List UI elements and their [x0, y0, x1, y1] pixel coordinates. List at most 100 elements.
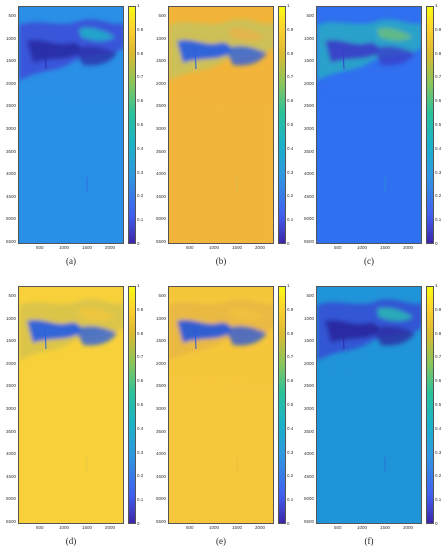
- colorbar-tick-label: 0.7: [435, 354, 442, 360]
- colorbar-tick-label: 0.6: [137, 98, 144, 104]
- y-tick-label: 1000: [155, 35, 166, 41]
- y-tick-label: 3000: [303, 406, 314, 411]
- colorbar-tick-label: 0.5: [435, 122, 442, 127]
- x-tick-label: 1000: [59, 245, 70, 250]
- panel-caption: (c): [364, 256, 374, 266]
- colorbar-tick-label: 0.1: [137, 497, 144, 503]
- y-tick-label: 5000: [303, 496, 314, 502]
- y-tick-label: 3000: [5, 406, 16, 411]
- colorbar-tick-label: 0.2: [137, 193, 144, 199]
- y-tick-label: 5000: [5, 496, 16, 502]
- x-tick-label: 1500: [380, 525, 391, 530]
- x-tick-label: 2000: [403, 525, 414, 530]
- panel-caption: (b): [215, 256, 227, 266]
- y-tick-label: 500: [306, 293, 314, 298]
- x-tick-label: 1500: [82, 525, 93, 530]
- x-tick-label: 500: [36, 245, 44, 250]
- y-tick-label: 1500: [155, 338, 166, 344]
- y-tick-label: 500: [158, 13, 166, 18]
- x-tick-label: 2000: [105, 525, 116, 530]
- colorbar-tick-label: 0: [137, 521, 140, 526]
- panel-e: 500 1000 1500 2000 2500 3000 3500 4000 4500 5000 5…: [150, 280, 296, 552]
- colorbar-tick-label: 0.7: [137, 74, 144, 80]
- colorbar-tick-label: 0: [435, 521, 438, 526]
- y-tick-label: 5500: [303, 239, 314, 244]
- y-tick-label: 1500: [5, 338, 16, 344]
- x-tick-label: 1000: [59, 525, 70, 530]
- colorbar-tick-label: 0.5: [137, 122, 144, 127]
- y-tick-label: 1500: [5, 58, 16, 64]
- colorbar: [426, 6, 434, 244]
- colorbar-tick-label: 0.6: [287, 98, 294, 104]
- colorbar-tick-label: 0.3: [137, 449, 144, 455]
- colorbar-tick-label: 0.9: [137, 26, 144, 32]
- x-tick-label: 1500: [232, 245, 243, 250]
- colorbar-tick-label: 0.6: [435, 98, 442, 104]
- colorbar-tick-label: 1: [435, 3, 438, 8]
- y-tick-label: 5000: [155, 496, 166, 502]
- y-tick-label: 1000: [303, 315, 314, 321]
- x-tick-label: 1000: [357, 245, 368, 250]
- y-tick-label: 3500: [5, 428, 16, 434]
- colorbar-tick-label: 0.3: [137, 169, 144, 175]
- image-plot: [316, 286, 422, 524]
- x-tick-label: 500: [334, 525, 342, 530]
- y-tick-label: 2500: [5, 383, 16, 389]
- image-plot: [18, 286, 124, 524]
- y-tick-label: 1500: [303, 58, 314, 64]
- colorbar-tick-label: 0.6: [137, 378, 144, 384]
- y-tick-label: 2500: [303, 103, 314, 109]
- y-tick-label: 1000: [5, 315, 16, 321]
- y-tick-label: 4000: [5, 451, 16, 457]
- colorbar-tick-label: 1: [435, 283, 438, 288]
- y-tick-label: 1000: [5, 35, 16, 41]
- colorbar-tick-label: 0.8: [137, 330, 144, 336]
- panel-a: 500 1000 1500 2000 2500 3000 3500 4000 4500 5000 5…: [0, 0, 146, 272]
- y-tick-label: 500: [8, 293, 16, 298]
- x-tick-label: 1500: [232, 525, 243, 530]
- y-tick-label: 5000: [155, 216, 166, 222]
- colorbar-tick-label: 0.3: [435, 169, 442, 175]
- colorbar-tick-label: 0.8: [287, 50, 294, 56]
- colorbar-tick-label: 1: [137, 3, 140, 8]
- colorbar-tick-label: 0.7: [287, 354, 294, 360]
- x-tick-label: 2000: [255, 245, 266, 250]
- colorbar-tick-label: 0.9: [287, 26, 294, 32]
- colorbar-tick-label: 0.5: [287, 122, 294, 127]
- panel-caption: (e): [216, 536, 226, 546]
- y-tick-label: 3000: [303, 126, 314, 131]
- y-tick-label: 5500: [155, 519, 166, 524]
- panel-caption: (d): [65, 536, 77, 546]
- colorbar-tick-label: 1: [287, 283, 290, 288]
- colorbar-tick-label: 0.7: [435, 74, 442, 80]
- y-tick-label: 4000: [155, 451, 166, 457]
- colorbar-tick-label: 0.3: [435, 449, 442, 455]
- colorbar-tick-label: 0.1: [435, 497, 442, 503]
- panel-caption: (a): [66, 256, 76, 266]
- colorbar-tick-label: 0.5: [287, 402, 294, 407]
- colorbar-tick-label: 0.4: [435, 425, 442, 431]
- x-tick-label: 2000: [105, 245, 116, 250]
- y-tick-label: 5500: [155, 239, 166, 244]
- y-tick-label: 1500: [155, 58, 166, 64]
- colorbar-tick-label: 0.5: [435, 402, 442, 407]
- colorbar-tick-label: 0.8: [287, 330, 294, 336]
- image-plot: [168, 6, 274, 244]
- colorbar-tick-label: 0: [287, 521, 290, 526]
- x-tick-label: 500: [186, 525, 194, 530]
- y-tick-label: 3500: [155, 148, 166, 154]
- colorbar-tick-label: 0.2: [435, 473, 442, 479]
- y-tick-label: 500: [158, 293, 166, 298]
- x-tick-label: 500: [36, 525, 44, 530]
- y-tick-label: 2500: [5, 103, 16, 109]
- y-tick-label: 4000: [303, 171, 314, 177]
- x-tick-label: 1500: [380, 245, 391, 250]
- colorbar-tick-label: 0: [137, 241, 140, 246]
- colorbar-tick-label: 0.9: [137, 306, 144, 312]
- x-tick-label: 1000: [357, 525, 368, 530]
- y-tick-label: 5000: [303, 216, 314, 222]
- y-tick-label: 2000: [303, 360, 314, 366]
- panel-d: 500 1000 1500 2000 2500 3000 3500 4000 4500 5000 5…: [0, 280, 146, 552]
- colorbar-tick-label: 0.1: [287, 217, 294, 223]
- y-tick-label: 4500: [155, 473, 166, 479]
